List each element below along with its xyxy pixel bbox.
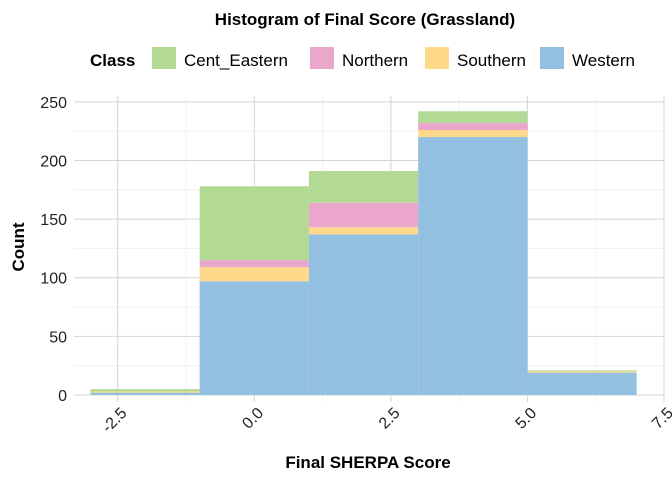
y-tick-label: 150: [40, 212, 67, 229]
bar-segment-cent-eastern: [199, 186, 309, 261]
x-axis-title: Final SHERPA Score: [285, 453, 450, 472]
y-axis-ticks: 0 50 100 150 200 250: [40, 95, 67, 405]
x-tick-label: 5.0: [513, 405, 541, 433]
bar-segment-western: [90, 392, 200, 395]
bar-segment-cent-eastern: [527, 370, 637, 372]
x-tick-label: 0.0: [239, 405, 267, 433]
bars: [90, 111, 637, 395]
y-tick-label: 250: [40, 95, 67, 112]
bar-segment-cent-eastern: [418, 111, 528, 123]
bar-segment-northern: [199, 260, 309, 268]
chart-title: Histogram of Final Score (Grassland): [215, 10, 515, 29]
legend-swatch: [310, 47, 334, 69]
legend-label: Cent_Eastern: [184, 51, 288, 70]
y-axis-title: Count: [9, 222, 28, 271]
bar-segment-southern: [199, 267, 309, 282]
x-tick-label: 7.5: [649, 405, 672, 433]
bar-segment-southern: [527, 371, 637, 373]
y-tick-label: 100: [40, 271, 67, 288]
x-tick-label: -2.5: [99, 405, 131, 437]
legend-title: Class: [90, 51, 135, 70]
legend: Class Cent_Eastern Northern Southern Wester…: [90, 47, 635, 70]
legend-swatch: [540, 47, 564, 69]
y-tick-label: 50: [49, 329, 67, 346]
bar-segment-western: [199, 281, 309, 395]
bar-segment-northern: [418, 122, 528, 130]
bar-segment-cent-eastern: [308, 171, 419, 203]
bar-segment-northern: [308, 202, 419, 228]
x-axis-ticks: -2.5 0.0 2.5 5.0 7.5: [99, 405, 672, 437]
legend-label: Northern: [342, 51, 408, 70]
bar-segment-western: [418, 137, 528, 395]
x-tick-label: 2.5: [376, 405, 404, 433]
y-tick-label: 200: [40, 153, 67, 170]
y-tick-label: 0: [58, 388, 67, 405]
bar-segment-southern: [418, 130, 528, 138]
bar-segment-cent-eastern: [90, 389, 200, 392]
bar-segment-western: [308, 234, 419, 395]
legend-label: Western: [572, 51, 635, 70]
bar-segment-southern: [90, 391, 200, 393]
legend-swatch: [425, 47, 449, 69]
bar-segment-western: [527, 372, 637, 395]
legend-label: Southern: [457, 51, 526, 70]
legend-swatch: [152, 47, 176, 69]
bar-segment-southern: [308, 227, 419, 235]
